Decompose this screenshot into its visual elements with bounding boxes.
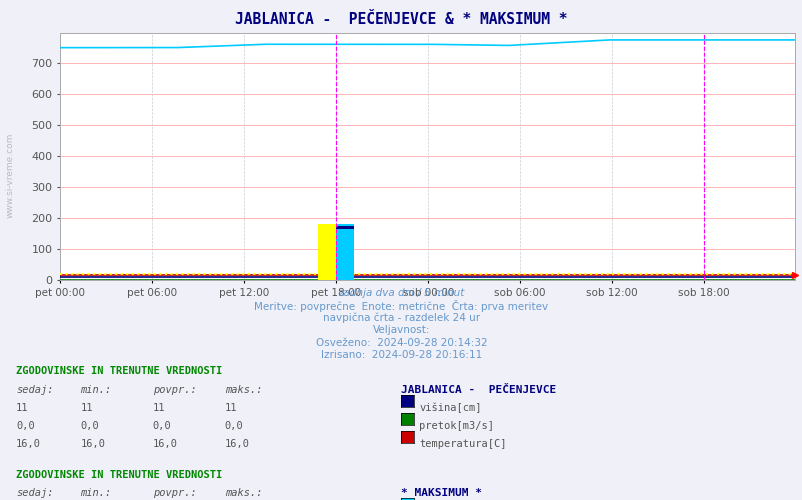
Text: 0,0: 0,0 bbox=[16, 421, 34, 431]
Text: pretok[m3/s]: pretok[m3/s] bbox=[419, 421, 493, 431]
Text: 11: 11 bbox=[152, 403, 165, 413]
Text: 11: 11 bbox=[16, 403, 29, 413]
Text: ZGODOVINSKE IN TRENUTNE VREDNOSTI: ZGODOVINSKE IN TRENUTNE VREDNOSTI bbox=[16, 366, 222, 376]
Text: JABLANICA -  PEČENJEVCE & * MAKSIMUM *: JABLANICA - PEČENJEVCE & * MAKSIMUM * bbox=[235, 12, 567, 28]
Text: maks.:: maks.: bbox=[225, 488, 262, 498]
Text: min.:: min.: bbox=[80, 385, 111, 395]
Text: ZGODOVINSKE IN TRENUTNE VREDNOSTI: ZGODOVINSKE IN TRENUTNE VREDNOSTI bbox=[16, 470, 222, 480]
Text: Osveženo:  2024-09-28 20:14:32: Osveženo: 2024-09-28 20:14:32 bbox=[315, 338, 487, 347]
Text: navpična črta - razdelek 24 ur: navpična črta - razdelek 24 ur bbox=[322, 312, 480, 323]
Text: maks.:: maks.: bbox=[225, 385, 262, 395]
Text: 16,0: 16,0 bbox=[80, 439, 105, 449]
Text: povpr.:: povpr.: bbox=[152, 488, 196, 498]
Text: 16,0: 16,0 bbox=[16, 439, 41, 449]
Text: www.si-vreme.com: www.si-vreme.com bbox=[5, 132, 14, 218]
Text: 16,0: 16,0 bbox=[152, 439, 177, 449]
Text: 0,0: 0,0 bbox=[225, 421, 243, 431]
Text: * MAKSIMUM *: * MAKSIMUM * bbox=[401, 488, 482, 498]
Text: sedaj:: sedaj: bbox=[16, 385, 54, 395]
Text: JABLANICA -  PEČENJEVCE: JABLANICA - PEČENJEVCE bbox=[401, 385, 556, 395]
Text: min.:: min.: bbox=[80, 488, 111, 498]
Bar bbox=[318, 224, 336, 280]
Text: 0,0: 0,0 bbox=[152, 421, 171, 431]
Text: Veljavnost:: Veljavnost: bbox=[372, 325, 430, 335]
Bar bbox=[336, 226, 354, 229]
Text: Izrisano:  2024-09-28 20:16:11: Izrisano: 2024-09-28 20:16:11 bbox=[321, 350, 481, 360]
Text: temperatura[C]: temperatura[C] bbox=[419, 439, 506, 449]
Text: 0,0: 0,0 bbox=[80, 421, 99, 431]
Text: 11: 11 bbox=[225, 403, 237, 413]
Text: Meritve: povprečne  Enote: metrične  Črta: prva meritev: Meritve: povprečne Enote: metrične Črta:… bbox=[254, 300, 548, 312]
Text: 16,0: 16,0 bbox=[225, 439, 249, 449]
Text: sedaj:: sedaj: bbox=[16, 488, 54, 498]
Text: višina[cm]: višina[cm] bbox=[419, 403, 481, 413]
Text: povpr.:: povpr.: bbox=[152, 385, 196, 395]
Bar bbox=[336, 224, 354, 280]
Text: 11: 11 bbox=[80, 403, 93, 413]
Text: zadnja dva dni / 5 minut: zadnja dva dni / 5 minut bbox=[338, 288, 464, 298]
